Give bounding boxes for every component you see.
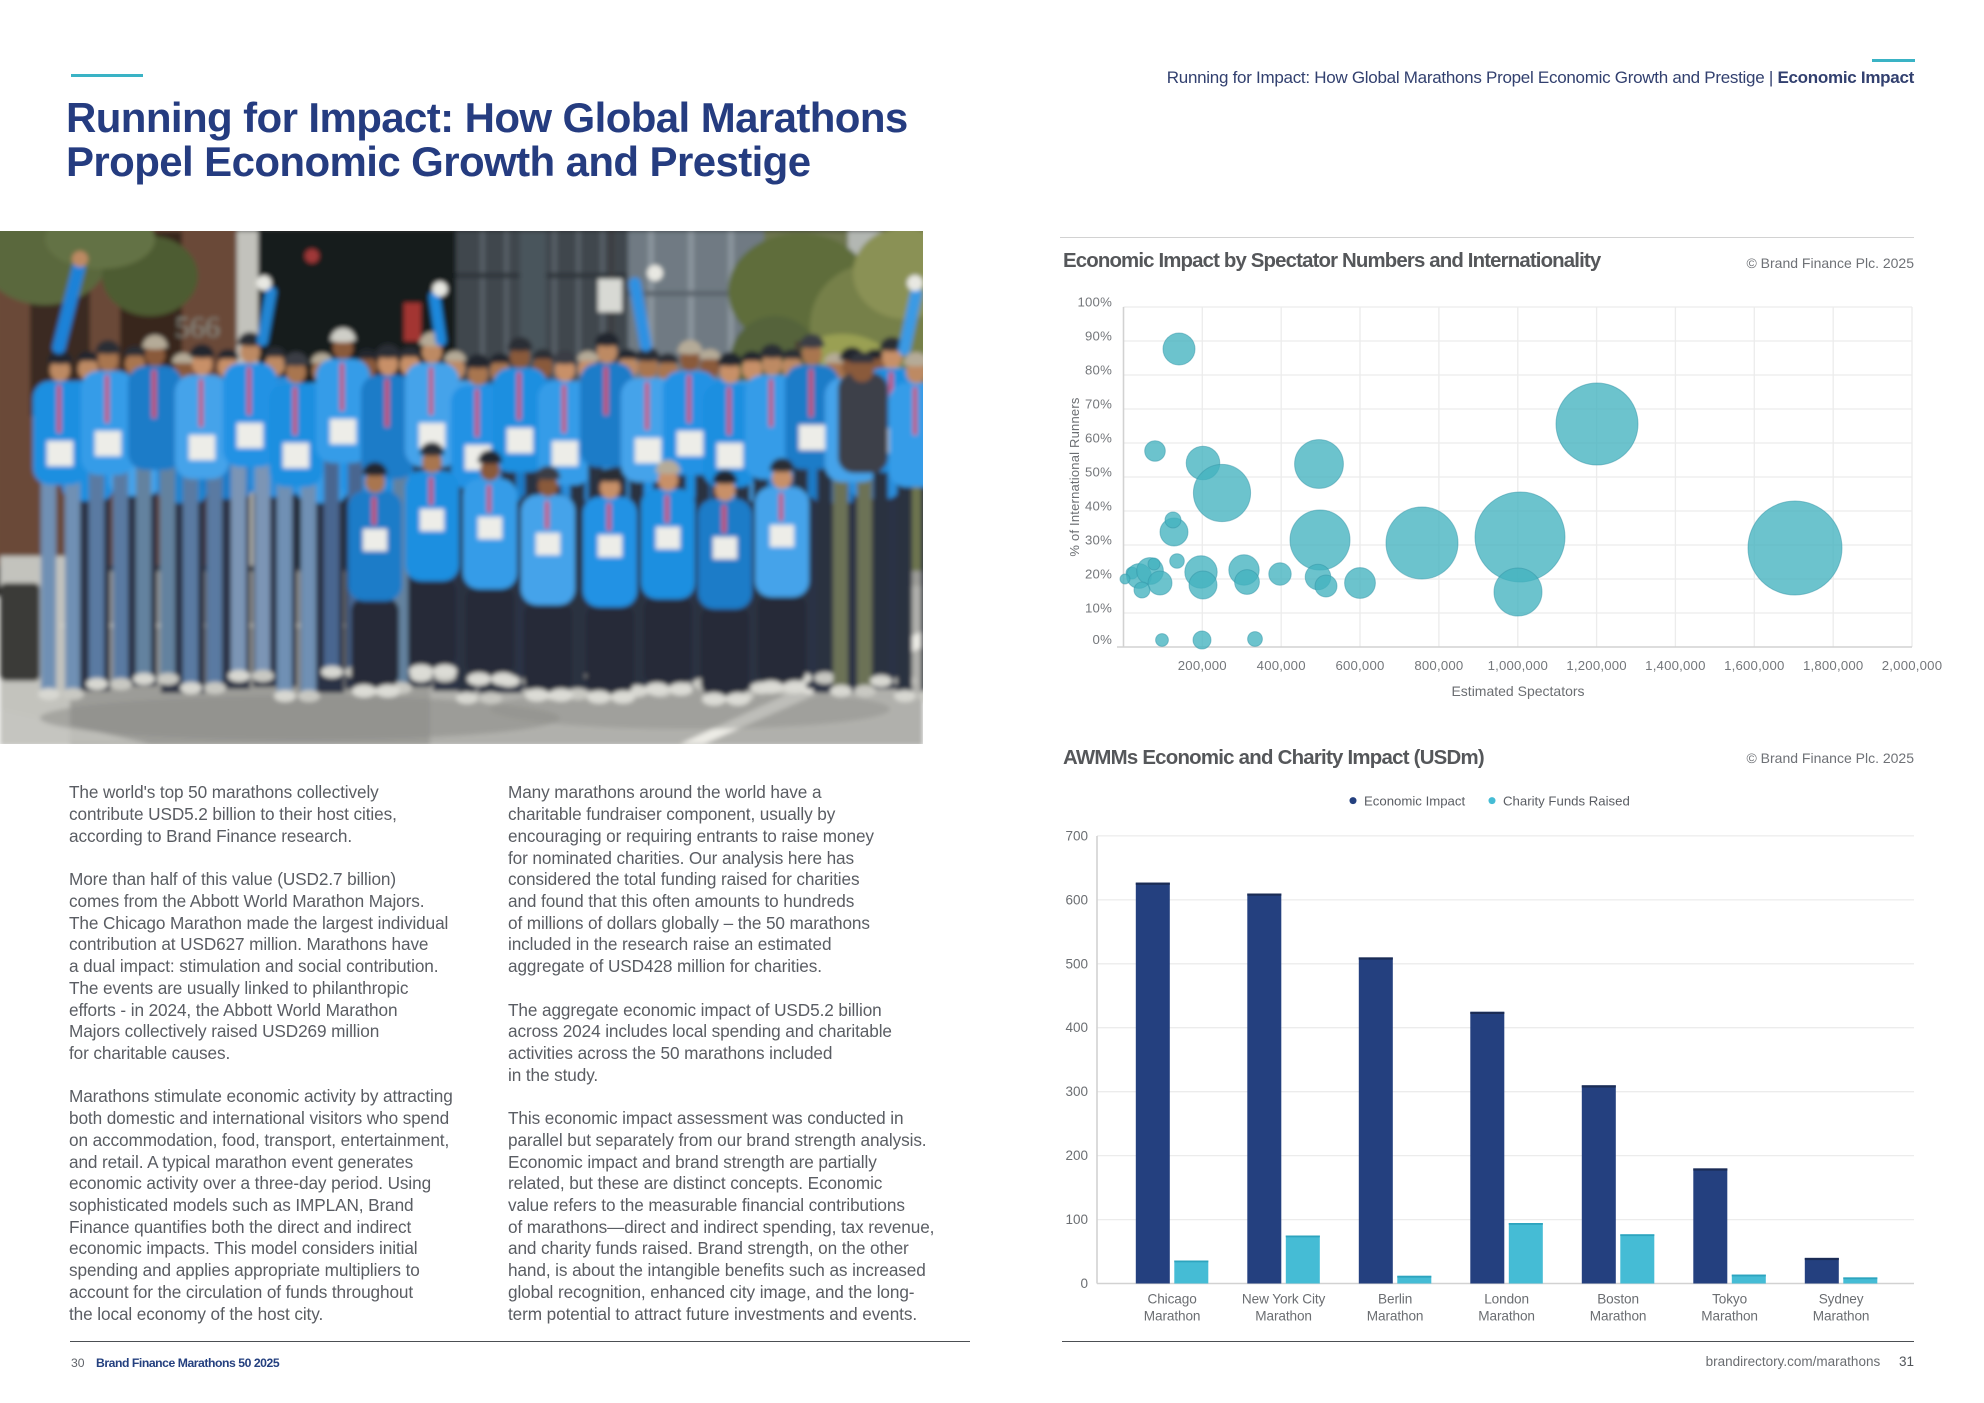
- svg-text:Charity Funds Raised: Charity Funds Raised: [1503, 794, 1630, 809]
- svg-text:500: 500: [1065, 956, 1088, 971]
- svg-text:30%: 30%: [1085, 533, 1112, 548]
- svg-text:700: 700: [1065, 828, 1088, 843]
- svg-text:Marathon: Marathon: [1144, 1309, 1201, 1324]
- svg-text:1,400,000: 1,400,000: [1645, 658, 1705, 673]
- svg-text:600,000: 600,000: [1335, 658, 1384, 673]
- svg-text:40%: 40%: [1085, 499, 1112, 514]
- svg-text:600: 600: [1065, 892, 1088, 907]
- svg-text:Marathon: Marathon: [1701, 1309, 1758, 1324]
- svg-text:566: 566: [175, 311, 220, 344]
- svg-text:1,200,000: 1,200,000: [1566, 658, 1626, 673]
- svg-text:1,000,000: 1,000,000: [1488, 658, 1548, 673]
- svg-text:200,000: 200,000: [1178, 658, 1227, 673]
- svg-text:300: 300: [1065, 1084, 1088, 1099]
- svg-text:% of International Runners: % of International Runners: [1067, 397, 1082, 556]
- svg-text:80%: 80%: [1085, 363, 1112, 378]
- svg-text:800,000: 800,000: [1414, 658, 1463, 673]
- svg-text:100: 100: [1065, 1212, 1088, 1227]
- svg-text:Marathon: Marathon: [1255, 1309, 1312, 1324]
- svg-text:70%: 70%: [1085, 397, 1112, 412]
- svg-text:1,800,000: 1,800,000: [1803, 658, 1863, 673]
- svg-text:60%: 60%: [1085, 431, 1112, 446]
- svg-text:Chicago: Chicago: [1148, 1292, 1197, 1307]
- svg-text:Boston: Boston: [1597, 1292, 1639, 1307]
- svg-text:400,000: 400,000: [1257, 658, 1306, 673]
- svg-text:1,600,000: 1,600,000: [1724, 658, 1784, 673]
- svg-text:Sydney: Sydney: [1819, 1292, 1864, 1307]
- svg-text:London: London: [1484, 1292, 1529, 1307]
- svg-text:Berlin: Berlin: [1378, 1292, 1412, 1307]
- svg-text:0%: 0%: [1093, 632, 1113, 647]
- svg-text:10%: 10%: [1085, 601, 1112, 616]
- svg-text:100%: 100%: [1077, 295, 1112, 310]
- svg-text:New York City: New York City: [1242, 1292, 1326, 1307]
- svg-text:0: 0: [1080, 1276, 1088, 1291]
- svg-text:Marathon: Marathon: [1367, 1309, 1424, 1324]
- svg-text:2,000,000: 2,000,000: [1882, 658, 1942, 673]
- svg-text:Marathon: Marathon: [1478, 1309, 1535, 1324]
- svg-text:Marathon: Marathon: [1813, 1309, 1870, 1324]
- svg-text:Marathon: Marathon: [1590, 1309, 1647, 1324]
- svg-text:90%: 90%: [1085, 329, 1112, 344]
- svg-text:50%: 50%: [1085, 465, 1112, 480]
- svg-text:Estimated Spectators: Estimated Spectators: [1451, 683, 1584, 699]
- svg-text:20%: 20%: [1085, 567, 1112, 582]
- svg-text:400: 400: [1065, 1020, 1088, 1035]
- svg-text:200: 200: [1065, 1148, 1088, 1163]
- svg-text:Tokyo: Tokyo: [1712, 1292, 1747, 1307]
- svg-text:Economic Impact: Economic Impact: [1364, 794, 1465, 809]
